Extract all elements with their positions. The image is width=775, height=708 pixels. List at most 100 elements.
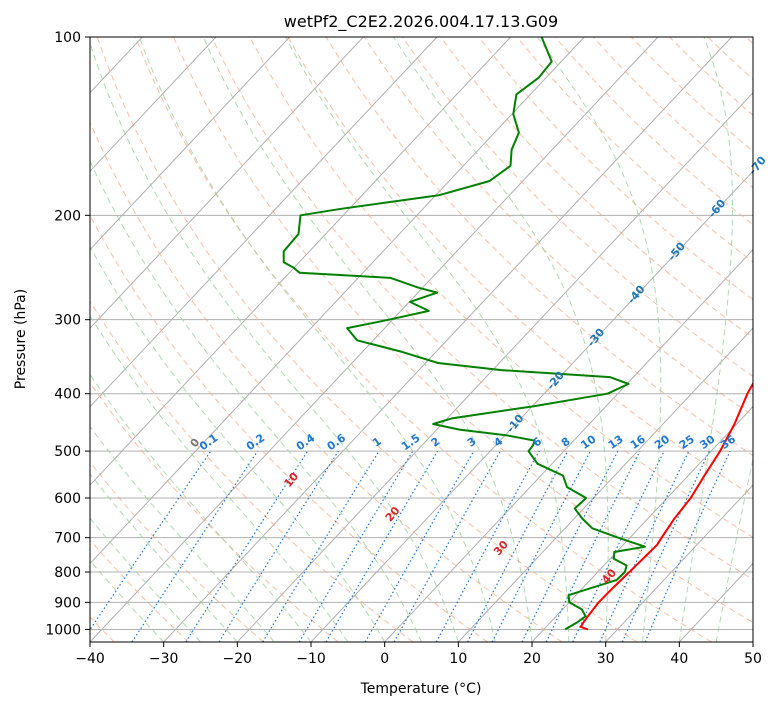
y-tick-label: 900 — [54, 595, 81, 611]
isotherm--10 — [310, 170, 753, 642]
dry-adiabat-50 — [173, 37, 753, 624]
moist-adiabat-45 — [715, 456, 753, 642]
y-tick-label: 300 — [54, 313, 81, 329]
dry-adiabat-0 — [90, 300, 414, 642]
mixing-ratio-label: 25 — [677, 433, 697, 452]
isotherm-50 — [752, 641, 753, 642]
mixing-ratio-label: 1.5 — [399, 431, 422, 453]
mixing-ratio-label: 0.6 — [325, 431, 349, 453]
isotherm-0 — [384, 248, 753, 642]
x-tick-label: 10 — [449, 651, 467, 667]
sounding-curves — [282, 37, 753, 631]
x-tick-label: −10 — [296, 651, 326, 667]
mixing-ratio-label: 20 — [652, 432, 672, 452]
mixing-ratio-line-0.4 — [185, 450, 309, 642]
x-tick-label: 40 — [670, 651, 688, 667]
moist-adiabat-40 — [678, 37, 733, 642]
mixing-ratio-line-4 — [393, 450, 501, 642]
mixing-ratio-line-1 — [262, 450, 380, 642]
dry-adiabat-90 — [325, 37, 753, 457]
mixing-ratio-line-0.6 — [218, 450, 339, 642]
dry-adiabat-20 — [90, 120, 563, 642]
mixing-ratio-line-16 — [545, 450, 641, 642]
y-tick-label: 1000 — [45, 622, 81, 638]
x-tick-label: −40 — [75, 651, 105, 667]
mixing-ratio-label: 13 — [606, 433, 626, 452]
isotherm--100 — [90, 37, 217, 172]
isotherm--20 — [236, 91, 753, 642]
chart-title: wetPf2_C2E2.2026.004.17.13.G09 — [284, 12, 558, 32]
isotherm--30 — [163, 37, 732, 642]
dry-adiabat-70 — [249, 37, 753, 539]
mixing-ratio-label: 8 — [559, 435, 573, 450]
isotherm-30 — [605, 484, 753, 642]
x-tick-label: 50 — [744, 651, 762, 667]
mixing-ratio-label: 30 — [697, 432, 717, 452]
moist-adiabat-25 — [285, 37, 570, 642]
dry-adiabat-60 — [211, 37, 753, 581]
moist-adiabat-5 — [90, 159, 422, 642]
plot-frame — [89, 36, 754, 643]
mixing-ratio-label: 1 — [370, 435, 384, 450]
dry-adiabat-label: -70 — [746, 154, 769, 178]
isotherm--70 — [90, 37, 438, 408]
moist-adiabat--15 — [90, 425, 275, 642]
mixing-ratio-label: 10 — [578, 432, 598, 452]
y-tick-label: 200 — [54, 208, 81, 224]
dry-adiabat-label: 30 — [491, 538, 511, 558]
mixing-ratio-label: 0.2 — [244, 431, 267, 453]
mixing-ratio-label: 0.4 — [294, 431, 318, 453]
mixing-ratio-line-6 — [435, 450, 540, 642]
x-tick-label: 0 — [380, 651, 389, 667]
isotherm--120 — [0, 37, 69, 642]
isotherm-20 — [531, 405, 753, 642]
moist-adiabat--5 — [90, 314, 349, 642]
mixing-ratio-line-3 — [364, 450, 475, 642]
y-tick-label: 100 — [54, 30, 81, 46]
isotherm--50 — [90, 37, 585, 565]
isotherm--60 — [90, 37, 511, 486]
mixing-ratio-line-8 — [466, 450, 569, 642]
y-tick-label: 600 — [54, 491, 81, 507]
dry-adiabat-180 — [669, 37, 753, 116]
axes: −40 −30 −20 −10 0 10 20 30 40 50 100 200 300 400 500 60… — [45, 30, 762, 667]
dry-adiabat--10 — [90, 382, 339, 642]
mixing-ratio-label: 16 — [628, 432, 648, 452]
y-tick-label: 800 — [54, 565, 81, 581]
moist-adiabat-30 — [393, 37, 609, 642]
dry-adiabat-30 — [96, 37, 638, 642]
moist-adiabat-10 — [90, 41, 459, 642]
dry-adiabat--20 — [90, 461, 264, 642]
dry-adiabat-200 — [745, 37, 753, 45]
mixing-ratio-label: 3 — [465, 435, 479, 450]
moist-adiabat--30 — [90, 559, 165, 642]
y-tick-label: 400 — [54, 387, 81, 403]
mixing-ratio-line-30 — [621, 450, 710, 642]
dry-adiabat-40 — [134, 37, 712, 642]
dry-adiabat-label: 20 — [383, 504, 403, 524]
x-tick-label: 20 — [523, 651, 541, 667]
dry-adiabat-130 — [478, 37, 753, 301]
moist-adiabat--20 — [90, 473, 238, 642]
y-tick-label: 500 — [54, 444, 81, 460]
x-tick-label: 30 — [597, 651, 615, 667]
dry-adiabat-80 — [287, 37, 753, 497]
moist-adiabat-15 — [138, 37, 496, 642]
mixing-ratio-line-36 — [644, 450, 731, 642]
dry-adiabat-190 — [707, 37, 753, 80]
y-tick-label: 700 — [54, 531, 81, 547]
dry-adiabat--30 — [90, 539, 190, 642]
mixing-ratio-line-20 — [572, 450, 665, 642]
background-lines — [0, 37, 753, 642]
mixing-ratio-line-0.1 — [90, 450, 212, 631]
isotherm--80 — [90, 37, 364, 329]
moist-adiabat-20 — [202, 37, 533, 642]
moist-adiabat-50 — [752, 639, 753, 642]
x-axis-title: Temperature (°C) — [360, 681, 482, 697]
mixing-ratio-line-13 — [521, 450, 619, 642]
dewpoint-profile — [282, 37, 646, 631]
isotherm-10 — [457, 327, 753, 642]
mixing-ratio-line-0.2 — [131, 450, 259, 642]
moist-adiabat-35 — [537, 37, 662, 642]
